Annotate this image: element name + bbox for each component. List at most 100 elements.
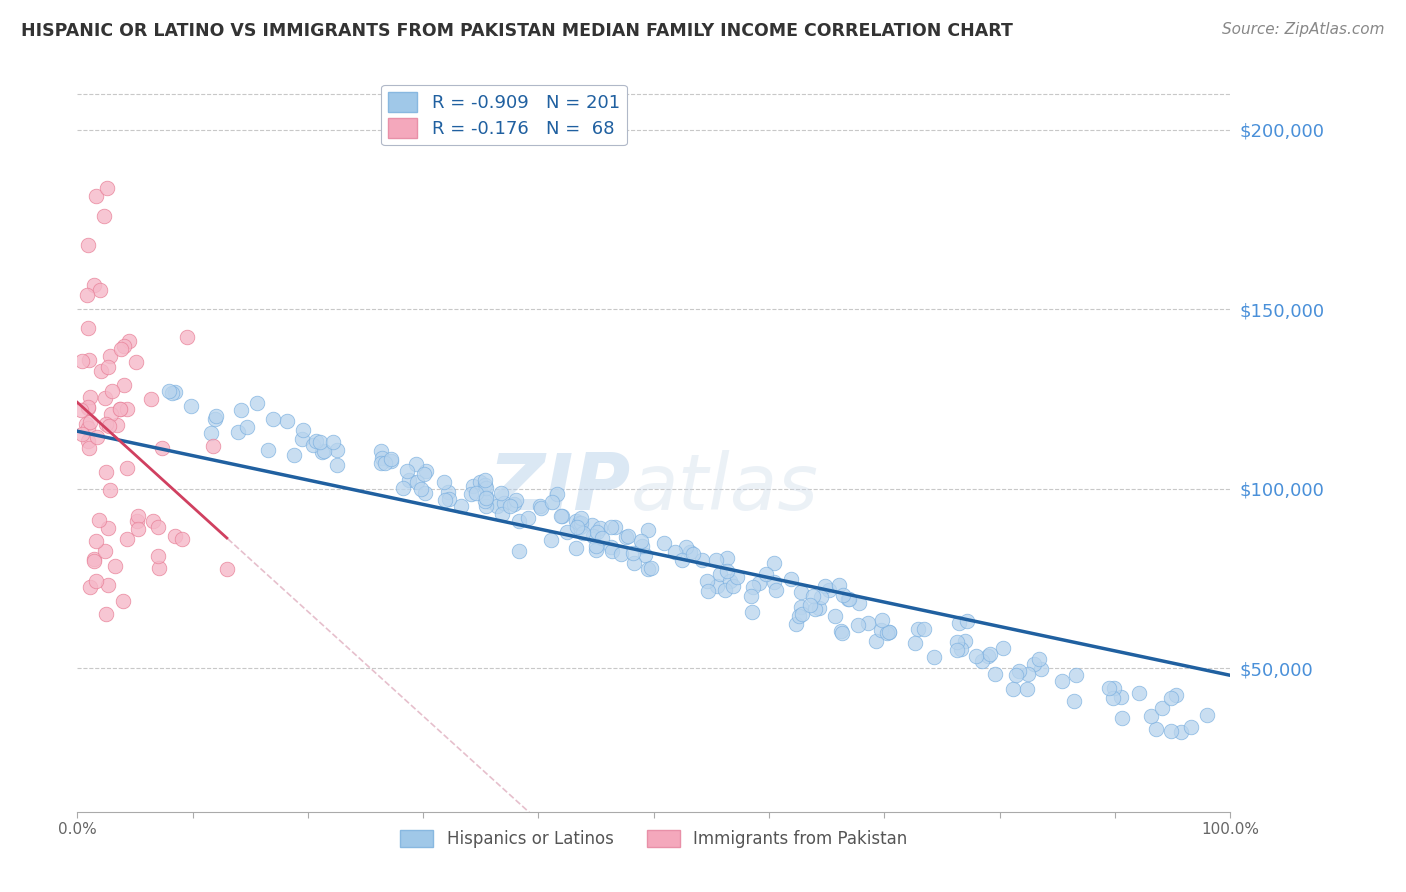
Point: [748, 575, 770, 590]
Point: [83, 552, 105, 566]
Point: [371, 451, 394, 466]
Point: [413, 467, 436, 481]
Point: [779, 572, 801, 586]
Point: [876, 625, 898, 640]
Point: [84, 189, 107, 203]
Point: [869, 623, 891, 637]
Point: [110, 342, 132, 356]
Point: [76, 287, 98, 301]
Point: [150, 441, 173, 455]
Point: [1005, 667, 1028, 681]
Point: [69, 403, 91, 417]
Point: [77, 434, 100, 448]
Point: [1098, 681, 1121, 695]
Point: [1029, 662, 1052, 676]
Point: [105, 417, 128, 432]
Point: [276, 414, 298, 428]
Point: [380, 452, 402, 467]
Point: [603, 520, 626, 534]
Point: [565, 514, 588, 528]
Point: [838, 592, 860, 607]
Point: [180, 399, 202, 413]
Point: [79, 580, 101, 594]
Point: [972, 654, 994, 668]
Point: [326, 458, 349, 472]
Point: [602, 544, 624, 558]
Point: [508, 544, 530, 558]
Point: [714, 582, 737, 597]
Point: [77, 421, 100, 435]
Point: [569, 511, 592, 525]
Point: [437, 491, 460, 506]
Point: [716, 551, 738, 566]
Point: [142, 514, 165, 528]
Point: [848, 596, 870, 610]
Point: [127, 509, 149, 524]
Point: [616, 529, 638, 543]
Point: [1128, 686, 1150, 700]
Point: [257, 442, 280, 457]
Point: [1063, 694, 1085, 708]
Point: [675, 540, 697, 554]
Point: [90, 364, 112, 378]
Point: [508, 514, 530, 528]
Point: [392, 481, 415, 495]
Point: [112, 378, 135, 392]
Point: [311, 444, 333, 458]
Point: [568, 516, 591, 531]
Point: [86, 430, 108, 444]
Text: Source: ZipAtlas.com: Source: ZipAtlas.com: [1222, 22, 1385, 37]
Point: [125, 514, 148, 528]
Point: [1140, 709, 1163, 723]
Point: [77, 353, 100, 368]
Point: [231, 403, 253, 417]
Point: [582, 529, 605, 543]
Point: [215, 562, 238, 576]
Point: [877, 625, 900, 640]
Point: [475, 491, 498, 505]
Point: [690, 553, 713, 567]
Point: [110, 402, 132, 417]
Point: [98, 483, 121, 498]
Point: [475, 500, 498, 514]
Point: [75, 417, 97, 431]
Point: [93, 209, 115, 223]
Point: [830, 624, 852, 638]
Point: [991, 641, 1014, 656]
Point: [837, 592, 859, 607]
Point: [652, 536, 675, 550]
Point: [585, 543, 607, 558]
Point: [437, 485, 460, 500]
Point: [946, 634, 969, 648]
Point: [516, 511, 538, 525]
Point: [499, 499, 522, 513]
Point: [950, 642, 973, 657]
Point: [818, 582, 841, 597]
Point: [398, 473, 420, 487]
Point: [1015, 681, 1038, 696]
Point: [141, 392, 163, 406]
Point: [1160, 691, 1182, 706]
Point: [101, 384, 124, 399]
Point: [87, 513, 110, 527]
Point: [555, 525, 578, 540]
Point: [411, 482, 433, 496]
Point: [236, 420, 259, 434]
Point: [475, 481, 498, 495]
Point: [1109, 690, 1132, 705]
Point: [450, 499, 472, 513]
Point: [1017, 667, 1039, 681]
Point: [148, 561, 170, 575]
Point: [474, 477, 496, 491]
Point: [912, 623, 935, 637]
Point: [474, 490, 496, 504]
Point: [485, 500, 508, 514]
Point: [824, 609, 846, 624]
Point: [97, 360, 120, 375]
Point: [1180, 720, 1202, 734]
Point: [226, 425, 249, 440]
Point: [96, 607, 118, 622]
Point: [72, 353, 94, 368]
Point: [146, 520, 169, 534]
Point: [1008, 664, 1031, 678]
